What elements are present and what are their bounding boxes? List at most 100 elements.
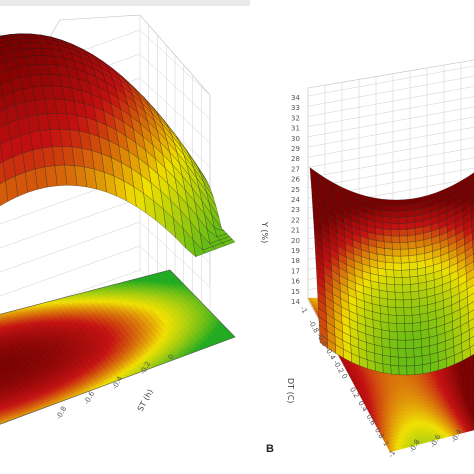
- contour-cell: [469, 381, 472, 385]
- contour-cell: [458, 363, 462, 367]
- contour-cell: [460, 396, 464, 400]
- contour-cell: [452, 386, 456, 390]
- contour-cell: [466, 389, 470, 394]
- plot-b-grid-line: [307, 86, 474, 117]
- contour-cell: [458, 399, 462, 403]
- contour-cell: [455, 388, 459, 392]
- contour-cell: [458, 371, 462, 375]
- contour-cell: [466, 384, 470, 388]
- contour-cell: [462, 398, 466, 403]
- contour-cell: [464, 387, 468, 391]
- contour-cell: [464, 390, 468, 394]
- contour-cell: [468, 365, 472, 369]
- contour-cell: [459, 404, 462, 409]
- plot-b-grid-line: [307, 75, 474, 107]
- surface-plot-b: 3433323130292827262524232221201918171615…: [260, 59, 474, 459]
- contour-cell: [455, 366, 459, 370]
- contour-cell: [460, 398, 464, 403]
- contour-cell: [456, 371, 460, 375]
- plot-b-grid-line: [307, 96, 474, 127]
- contour-cell: [469, 386, 472, 391]
- contour-cell: [448, 375, 453, 379]
- contour-cell: [463, 373, 467, 377]
- contour-cell: [468, 373, 472, 377]
- contour-cell: [455, 368, 459, 373]
- contour-cell: [461, 376, 465, 381]
- contour-cell: [464, 381, 468, 386]
- contour-cell: [466, 365, 470, 369]
- contour-cell: [463, 404, 466, 408]
- contour-cell: [461, 379, 465, 383]
- contour-cell: [457, 391, 461, 395]
- contour-cell: [450, 366, 454, 370]
- contour-cell: [453, 374, 457, 378]
- contour-cell: [464, 379, 467, 383]
- plot-b-box-edge: [307, 59, 474, 89]
- contour-cell: [467, 403, 471, 407]
- contour-cell: [466, 373, 470, 377]
- plot-a-grid-line: [0, 221, 141, 273]
- plot-a-x-tick-label: -0.8: [55, 405, 68, 421]
- contour-cell: [469, 400, 473, 404]
- contour-cell: [461, 407, 464, 411]
- contour-cell: [465, 401, 468, 405]
- contour-cell: [466, 367, 470, 372]
- contour-cell: [455, 394, 459, 398]
- contour-cell: [469, 392, 472, 396]
- contour-cell: [448, 372, 452, 376]
- contour-cell: [460, 368, 465, 372]
- contour-cell: [455, 391, 459, 395]
- contour-cell: [466, 376, 470, 380]
- plot-b-grid-line: [307, 106, 474, 138]
- contour-cell: [462, 387, 466, 392]
- plot-b-grid-line: [307, 147, 474, 178]
- contour-cell: [453, 369, 457, 373]
- contour-cell: [457, 385, 461, 389]
- contour-cell: [453, 371, 457, 376]
- contour-cell: [467, 392, 470, 396]
- contour-cell: [463, 370, 467, 375]
- contour-cell: [466, 381, 470, 385]
- contour-cell: [468, 370, 472, 374]
- contour-cell: [464, 384, 468, 389]
- contour-cell: [466, 387, 470, 391]
- contour-cell: [461, 371, 465, 375]
- contour-cell: [454, 380, 458, 384]
- contour-cell: [447, 366, 452, 371]
- contour-cell: [465, 398, 468, 402]
- contour-cell: [459, 382, 463, 386]
- contour-cell: [461, 404, 464, 408]
- contour-cell: [460, 401, 464, 406]
- contour-cell: [458, 396, 462, 401]
- plot-b-grid-line: [307, 126, 474, 158]
- contour-cell: [458, 393, 461, 398]
- contour-cell: [465, 403, 468, 408]
- contour-cell: [468, 378, 472, 382]
- contour-cell: [459, 379, 463, 384]
- contour-cell: [456, 377, 460, 381]
- plot-b-grid-line: [307, 116, 474, 148]
- plot-b-grid-line: [307, 65, 474, 97]
- plot-a-x-axis-label: ST (h): [136, 388, 155, 413]
- contour-cell: [457, 388, 461, 392]
- contour-cell: [467, 395, 470, 399]
- contour-cell: [451, 377, 455, 382]
- contour-cell: [463, 368, 467, 372]
- contour-cell: [460, 393, 464, 397]
- contour-cell: [463, 406, 467, 411]
- contour-cell: [463, 362, 467, 366]
- contour-cell: [460, 390, 463, 395]
- contour-cell: [463, 401, 466, 405]
- plot-a-grid-line: [0, 197, 141, 249]
- contour-cell: [469, 384, 472, 388]
- contour-cell: [457, 382, 461, 387]
- contour-cell: [458, 368, 462, 372]
- contour-cell: [454, 377, 458, 381]
- contour-cell: [468, 362, 472, 366]
- contour-cell: [462, 384, 465, 389]
- contour-cell: [462, 395, 466, 400]
- contour-cell: [462, 393, 466, 397]
- contour-cell: [469, 394, 472, 399]
- contour-cell: [451, 374, 455, 379]
